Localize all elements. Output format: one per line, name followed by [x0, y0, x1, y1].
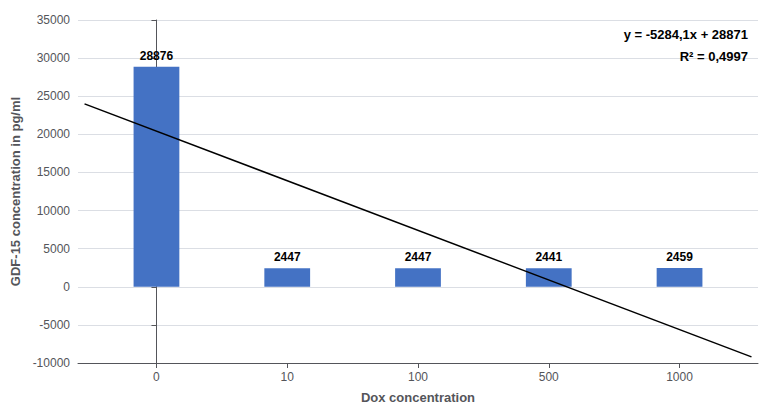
svg-text:28876: 28876: [140, 49, 174, 63]
svg-text:20000: 20000: [37, 127, 71, 141]
svg-text:GDF-15 concentration in pg/ml: GDF-15 concentration in pg/ml: [8, 97, 23, 286]
svg-text:15000: 15000: [37, 165, 71, 179]
svg-text:Dox concentration: Dox concentration: [361, 390, 475, 405]
svg-text:0: 0: [63, 280, 70, 294]
svg-text:2459: 2459: [666, 250, 693, 264]
svg-text:-5000: -5000: [39, 318, 70, 332]
svg-text:2441: 2441: [535, 250, 562, 264]
svg-text:5000: 5000: [43, 242, 70, 256]
svg-text:25000: 25000: [37, 89, 71, 103]
svg-text:10: 10: [281, 370, 295, 384]
svg-text:2447: 2447: [405, 250, 432, 264]
svg-text:35000: 35000: [37, 13, 71, 27]
svg-text:10000: 10000: [37, 204, 71, 218]
svg-text:30000: 30000: [37, 51, 71, 65]
svg-text:2447: 2447: [274, 250, 301, 264]
svg-text:1000: 1000: [666, 370, 693, 384]
svg-text:100: 100: [408, 370, 428, 384]
svg-text:y = -5284,1x + 28871: y = -5284,1x + 28871: [624, 27, 748, 42]
svg-text:0: 0: [153, 370, 160, 384]
svg-text:-10000: -10000: [33, 356, 71, 370]
svg-text:500: 500: [539, 370, 559, 384]
svg-text:R² = 0,4997: R² = 0,4997: [680, 49, 748, 64]
